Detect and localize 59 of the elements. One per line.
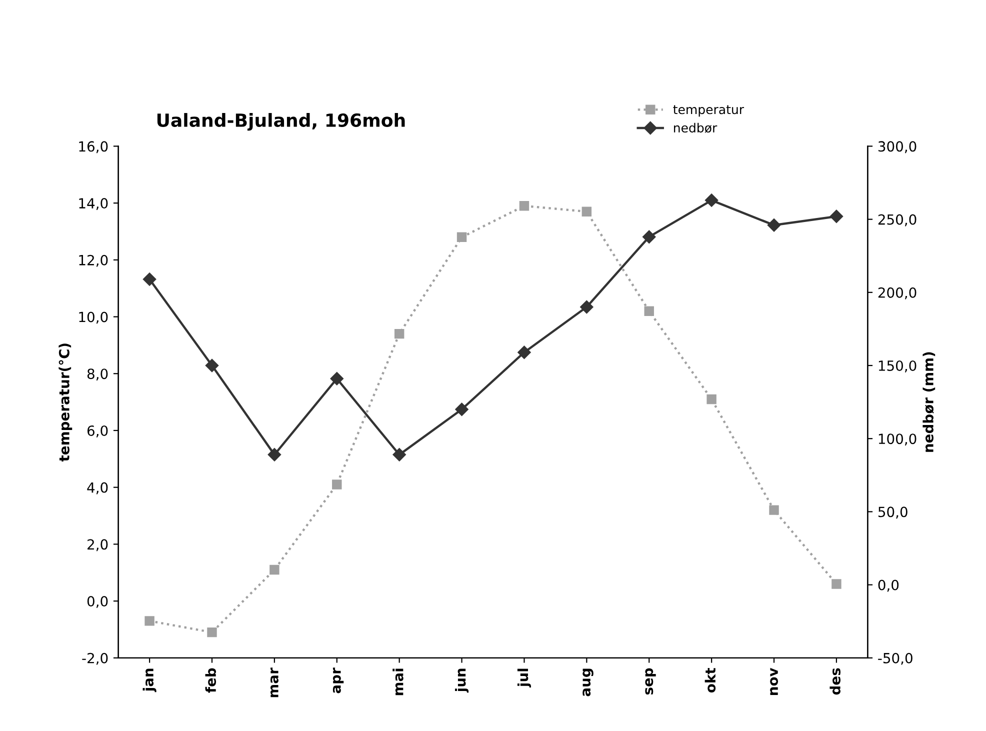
x-tick-label: mar: [270, 668, 278, 698]
x-tick-label: feb: [205, 668, 216, 693]
legend-label: temperatur: [673, 105, 744, 117]
chart-title: Ualand-Bjuland, 196moh: [157, 113, 405, 131]
point: [456, 232, 467, 242]
legend-label: nedbør: [674, 122, 718, 133]
x-tick-label: nov: [770, 668, 778, 695]
point: [455, 402, 468, 416]
x-tick-label: mai: [392, 668, 404, 696]
point: [142, 272, 156, 286]
y-tick-label: 6,0: [87, 425, 108, 438]
y2-tick-label: 250,0: [878, 214, 916, 226]
point: [519, 201, 530, 211]
point: [767, 218, 781, 232]
point: [832, 579, 842, 589]
point: [644, 306, 654, 316]
point: [270, 564, 280, 575]
point: [330, 372, 344, 386]
point: [394, 328, 404, 339]
point: [207, 627, 217, 638]
point: [580, 300, 594, 314]
point: [205, 358, 219, 372]
y2-tick-label: 300,0: [878, 141, 916, 154]
point: [518, 346, 531, 359]
y2-axis-title: nedbør (mm): [922, 352, 936, 452]
y-tick-label: 2,0: [88, 539, 108, 552]
point: [642, 230, 656, 244]
y2-tick-label: 50,0: [878, 506, 908, 519]
point: [830, 210, 844, 223]
x-tick-label: des: [830, 668, 840, 695]
y2-tick-label: 200,0: [878, 287, 916, 300]
x-tick-label: okt: [704, 668, 716, 692]
y2-tick-label: -50,0: [878, 652, 912, 665]
x-tick-label: jun: [455, 668, 469, 693]
x-tick-label: jul: [517, 668, 531, 688]
y2-tick-label: 150,0: [878, 360, 916, 372]
point: [392, 448, 406, 462]
y-tick-label: 14,0: [79, 198, 108, 210]
x-tick-label: jan: [142, 668, 156, 692]
y-tick-label: 12,0: [79, 254, 108, 267]
y2-tick-label: 100,0: [878, 434, 916, 446]
y-tick-label: -2,0: [82, 652, 108, 665]
point: [704, 194, 718, 207]
x-tick-label: apr: [332, 668, 344, 694]
point: [268, 448, 282, 462]
point: [582, 206, 592, 216]
y-tick-label: 10,0: [79, 312, 108, 324]
y-tick-label: 0,0: [87, 596, 108, 608]
y-tick-label: 16,0: [79, 141, 108, 154]
y-axis-title: temperatur(°C): [58, 344, 72, 462]
point: [332, 480, 342, 490]
point: [769, 505, 779, 515]
point: [144, 616, 154, 626]
y2-tick-label: 0,0: [878, 580, 899, 592]
x-tick-label: aug: [582, 668, 594, 696]
y-tick-label: 4,0: [87, 482, 108, 494]
point: [706, 394, 716, 404]
x-tick-label: sep: [645, 668, 656, 695]
y-tick-label: 8,0: [87, 368, 108, 381]
